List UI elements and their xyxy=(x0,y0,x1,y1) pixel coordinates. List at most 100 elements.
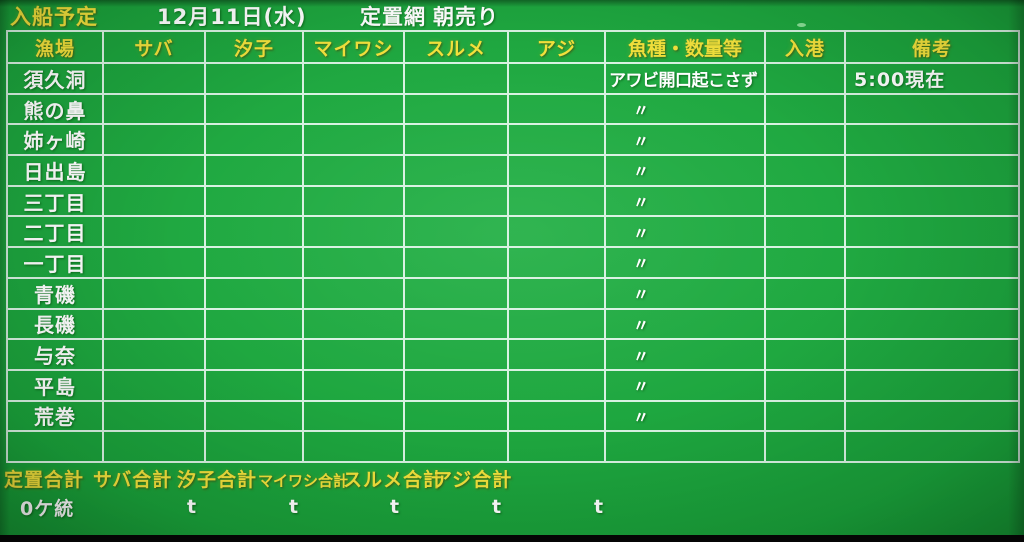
column-header-nyuko: 入港 xyxy=(766,32,846,64)
fish-info-cell: 〃 xyxy=(606,309,766,341)
remark-cell: 5:00現在 xyxy=(846,64,1020,95)
table-cell xyxy=(405,217,509,249)
fish-info-cell: 〃 xyxy=(606,125,766,157)
table-cell xyxy=(509,125,606,157)
table-cell xyxy=(104,217,206,249)
area-label: 荒巻 xyxy=(8,401,104,433)
table-cell xyxy=(405,156,509,187)
table-cell xyxy=(509,309,606,341)
remark-cell xyxy=(846,248,1020,279)
net-type-label: 定置網 xyxy=(360,5,426,29)
tonnage-value-maiwashi: t xyxy=(390,496,400,518)
table-cell xyxy=(405,401,509,433)
table-cell xyxy=(766,309,846,341)
table-cell xyxy=(509,401,606,433)
remark-cell xyxy=(846,278,1020,310)
footer-label-aji-total: アジ合計 xyxy=(433,468,513,491)
table-cell xyxy=(304,401,405,433)
fish-info-cell xyxy=(606,432,766,463)
table-cell xyxy=(206,94,304,126)
table-cell xyxy=(766,156,846,187)
table-cell xyxy=(304,156,405,187)
fish-info-cell: 〃 xyxy=(606,340,766,371)
column-header-aji: アジ xyxy=(509,32,606,64)
table-cell xyxy=(766,370,846,402)
fleet-total-value: 0ケ統 xyxy=(20,497,75,520)
table-cell xyxy=(509,370,606,402)
table-cell xyxy=(104,370,206,402)
footer-label-surume-total: スルメ合計 xyxy=(343,468,444,491)
table-cell xyxy=(405,186,509,218)
table-cell xyxy=(509,156,606,187)
fish-info-cell: 〃 xyxy=(606,156,766,187)
schedule-table: 漁場 サバ 汐子 マイワシ スルメ アジ 魚種・数量等 入港 備考 須久洞 アワビ開口起こさず 5:0… xyxy=(6,30,1020,463)
remark-cell xyxy=(846,340,1020,371)
table-cell xyxy=(405,94,509,126)
column-header-saba: サバ xyxy=(104,32,206,64)
table-cell xyxy=(304,370,405,402)
table-cell xyxy=(766,340,846,371)
table-cell xyxy=(509,64,606,95)
table-cell xyxy=(766,125,846,157)
page-title: 入船予定 xyxy=(10,5,98,29)
table-cell xyxy=(206,340,304,371)
sale-type-label: 朝売り xyxy=(433,5,499,29)
area-label: 熊の鼻 xyxy=(8,94,104,126)
column-header-remark: 備考 xyxy=(846,32,1020,64)
table-cell xyxy=(206,309,304,341)
fish-info-cell: 〃 xyxy=(606,401,766,433)
table-cell xyxy=(405,340,509,371)
table-cell xyxy=(405,309,509,341)
tonnage-value-saba: t xyxy=(187,496,197,518)
table-cell xyxy=(766,248,846,279)
table-cell xyxy=(405,278,509,310)
table-cell xyxy=(206,370,304,402)
table-cell xyxy=(304,309,405,341)
table-cell xyxy=(104,64,206,95)
table-cell xyxy=(405,248,509,279)
table-cell xyxy=(766,278,846,310)
footer-label-maiwashi-total: マイワシ合計 xyxy=(258,471,349,490)
table-cell xyxy=(304,64,405,95)
table-cell xyxy=(766,186,846,218)
table-cell xyxy=(766,432,846,463)
fish-info-cell: 〃 xyxy=(606,186,766,218)
area-label: 一丁目 xyxy=(8,248,104,279)
area-label: 三丁目 xyxy=(8,186,104,218)
column-header-fish_info: 魚種・数量等 xyxy=(606,32,766,64)
fish-info-cell: アワビ開口起こさず xyxy=(606,64,766,95)
table-cell xyxy=(104,278,206,310)
area-label: 与奈 xyxy=(8,340,104,371)
table-cell xyxy=(405,370,509,402)
remark-cell xyxy=(846,401,1020,433)
table-cell xyxy=(104,340,206,371)
table-cell xyxy=(405,64,509,95)
table-cell xyxy=(206,401,304,433)
remark-cell xyxy=(846,217,1020,249)
table-cell xyxy=(104,401,206,433)
table-cell xyxy=(509,432,606,463)
table-cell xyxy=(206,156,304,187)
table-cell xyxy=(509,340,606,371)
table-cell xyxy=(304,340,405,371)
table-cell xyxy=(304,248,405,279)
table-cell xyxy=(104,248,206,279)
area-label: 青磯 xyxy=(8,278,104,310)
remark-cell xyxy=(846,94,1020,126)
date-label: 12月11日(水) xyxy=(157,5,307,29)
table-cell xyxy=(766,94,846,126)
fish-info-cell: 〃 xyxy=(606,217,766,249)
table-cell xyxy=(104,125,206,157)
table-cell xyxy=(509,94,606,126)
table-cell xyxy=(304,186,405,218)
table-cell xyxy=(509,186,606,218)
area-label: 姉ヶ崎 xyxy=(8,125,104,157)
fish-info-cell: 〃 xyxy=(606,94,766,126)
table-cell xyxy=(206,278,304,310)
table-cell xyxy=(304,278,405,310)
remark-cell xyxy=(846,432,1020,463)
area-label: 平島 xyxy=(8,370,104,402)
tonnage-value-aji: t xyxy=(594,496,604,518)
